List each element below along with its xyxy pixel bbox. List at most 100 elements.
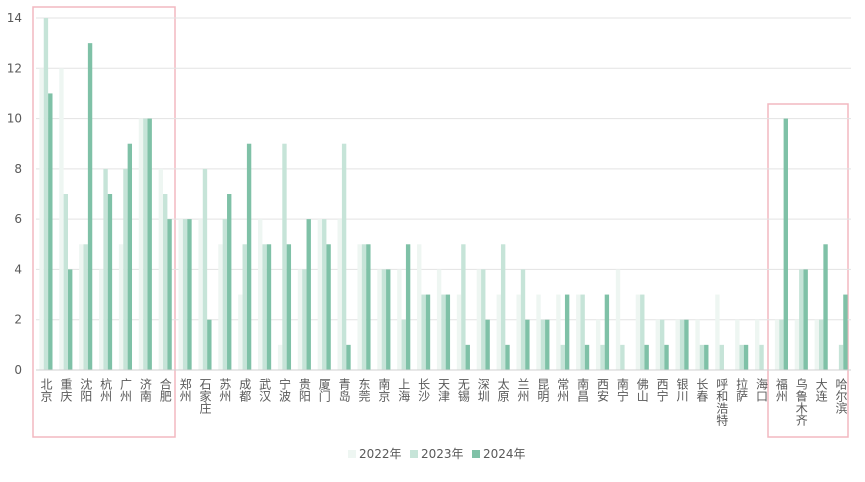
bar	[99, 269, 104, 370]
bar	[505, 344, 510, 370]
x-tick-label: 大连	[814, 378, 828, 403]
bar	[644, 344, 649, 370]
y-tick-label: 14	[7, 11, 22, 25]
bar	[803, 269, 808, 370]
bar	[48, 93, 53, 370]
bar	[258, 219, 263, 370]
x-tick-label: 兰州	[516, 378, 530, 402]
y-tick-label: 12	[7, 61, 22, 75]
bar	[182, 219, 188, 370]
bar	[386, 269, 391, 370]
bar	[635, 294, 641, 370]
bar	[620, 344, 625, 370]
x-tick-label: 武汉	[258, 378, 272, 402]
bar	[679, 319, 685, 370]
x-tick-label: 南昌	[576, 377, 590, 402]
bar	[163, 194, 168, 370]
bar	[779, 319, 784, 370]
bar	[262, 244, 267, 370]
bar	[306, 219, 311, 370]
bar	[59, 68, 64, 371]
bar	[516, 294, 521, 370]
bar	[441, 294, 446, 370]
x-tick-label: 常州	[556, 378, 570, 402]
bar	[282, 143, 287, 370]
x-tick-label: 南宁	[615, 377, 629, 402]
bar	[143, 118, 148, 370]
bar	[520, 269, 526, 370]
bar	[377, 269, 382, 370]
bar	[794, 319, 800, 370]
bar	[739, 344, 744, 370]
x-tick-label: 呼和浩特	[715, 378, 729, 426]
bar	[664, 344, 669, 370]
bar	[405, 244, 411, 370]
x-tick-label: 天津	[437, 378, 451, 402]
x-tick-label: 东莞	[357, 378, 371, 403]
bar	[456, 294, 462, 370]
x-tick-label: 上海	[397, 378, 411, 402]
highlight-box	[32, 6, 176, 438]
bar	[68, 269, 73, 370]
bar	[584, 344, 590, 370]
legend-label: 2024年	[483, 447, 526, 461]
legend-swatch	[410, 450, 418, 458]
bar	[322, 219, 327, 370]
x-tick-label: 长春	[695, 378, 709, 403]
legend-label: 2022年	[359, 447, 402, 461]
x-tick-label: 海口	[755, 377, 769, 402]
bar	[401, 319, 406, 370]
bar	[381, 269, 387, 370]
bar	[465, 344, 470, 370]
bar	[337, 219, 342, 370]
bar	[799, 269, 804, 370]
bar	[715, 294, 720, 370]
bar	[366, 244, 371, 370]
bar	[302, 269, 307, 370]
x-tick-label: 太原	[496, 377, 510, 402]
bar	[167, 219, 172, 370]
x-tick-label: 福州	[774, 377, 788, 402]
y-tick-label: 6	[14, 212, 22, 226]
bar	[536, 294, 541, 370]
bar	[107, 194, 113, 370]
bar	[699, 344, 705, 370]
x-tick-label: 长沙	[417, 378, 431, 402]
bar	[500, 244, 506, 370]
bar	[818, 319, 824, 370]
bar	[361, 244, 367, 370]
x-tick-label: 北京	[39, 378, 53, 403]
legend-label: 2023年	[421, 447, 464, 461]
bar	[655, 319, 660, 370]
legend-swatch	[348, 450, 356, 458]
bar	[774, 319, 780, 370]
bar	[43, 18, 49, 370]
bar	[481, 269, 486, 370]
bar	[754, 319, 760, 370]
bar	[743, 344, 749, 370]
y-tick-label: 2	[14, 313, 22, 327]
bar	[207, 319, 212, 370]
bar	[357, 244, 362, 370]
bar	[202, 168, 208, 370]
bar	[525, 319, 530, 370]
bar	[238, 294, 243, 370]
bar	[843, 294, 848, 370]
x-tick-label: 杭州	[99, 377, 113, 402]
x-tick-label: 哈尔滨	[834, 378, 848, 414]
bar	[600, 344, 605, 370]
bar	[704, 344, 709, 370]
bar	[218, 244, 223, 370]
bar	[675, 319, 680, 370]
bar	[425, 294, 431, 370]
bar	[595, 319, 601, 370]
x-tick-label: 石家庄	[198, 378, 212, 415]
bar	[326, 244, 331, 370]
x-tick-label: 昆明	[536, 378, 550, 403]
bar	[127, 143, 133, 370]
x-tick-label: 济南	[138, 377, 152, 402]
bar	[103, 168, 108, 370]
x-tick-label: 重庆	[59, 378, 73, 402]
x-tick-label: 乌鲁木齐	[794, 377, 808, 426]
